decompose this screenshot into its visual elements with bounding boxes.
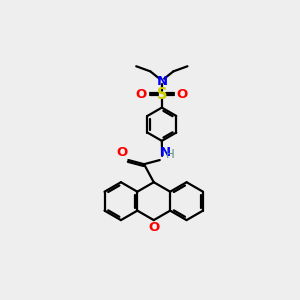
Text: O: O [177, 88, 188, 101]
Text: O: O [116, 146, 127, 159]
Text: O: O [136, 88, 147, 101]
Text: N: N [160, 146, 171, 159]
Text: N: N [156, 74, 167, 88]
Text: O: O [148, 220, 159, 234]
Text: H: H [166, 148, 175, 161]
Text: S: S [157, 87, 167, 102]
